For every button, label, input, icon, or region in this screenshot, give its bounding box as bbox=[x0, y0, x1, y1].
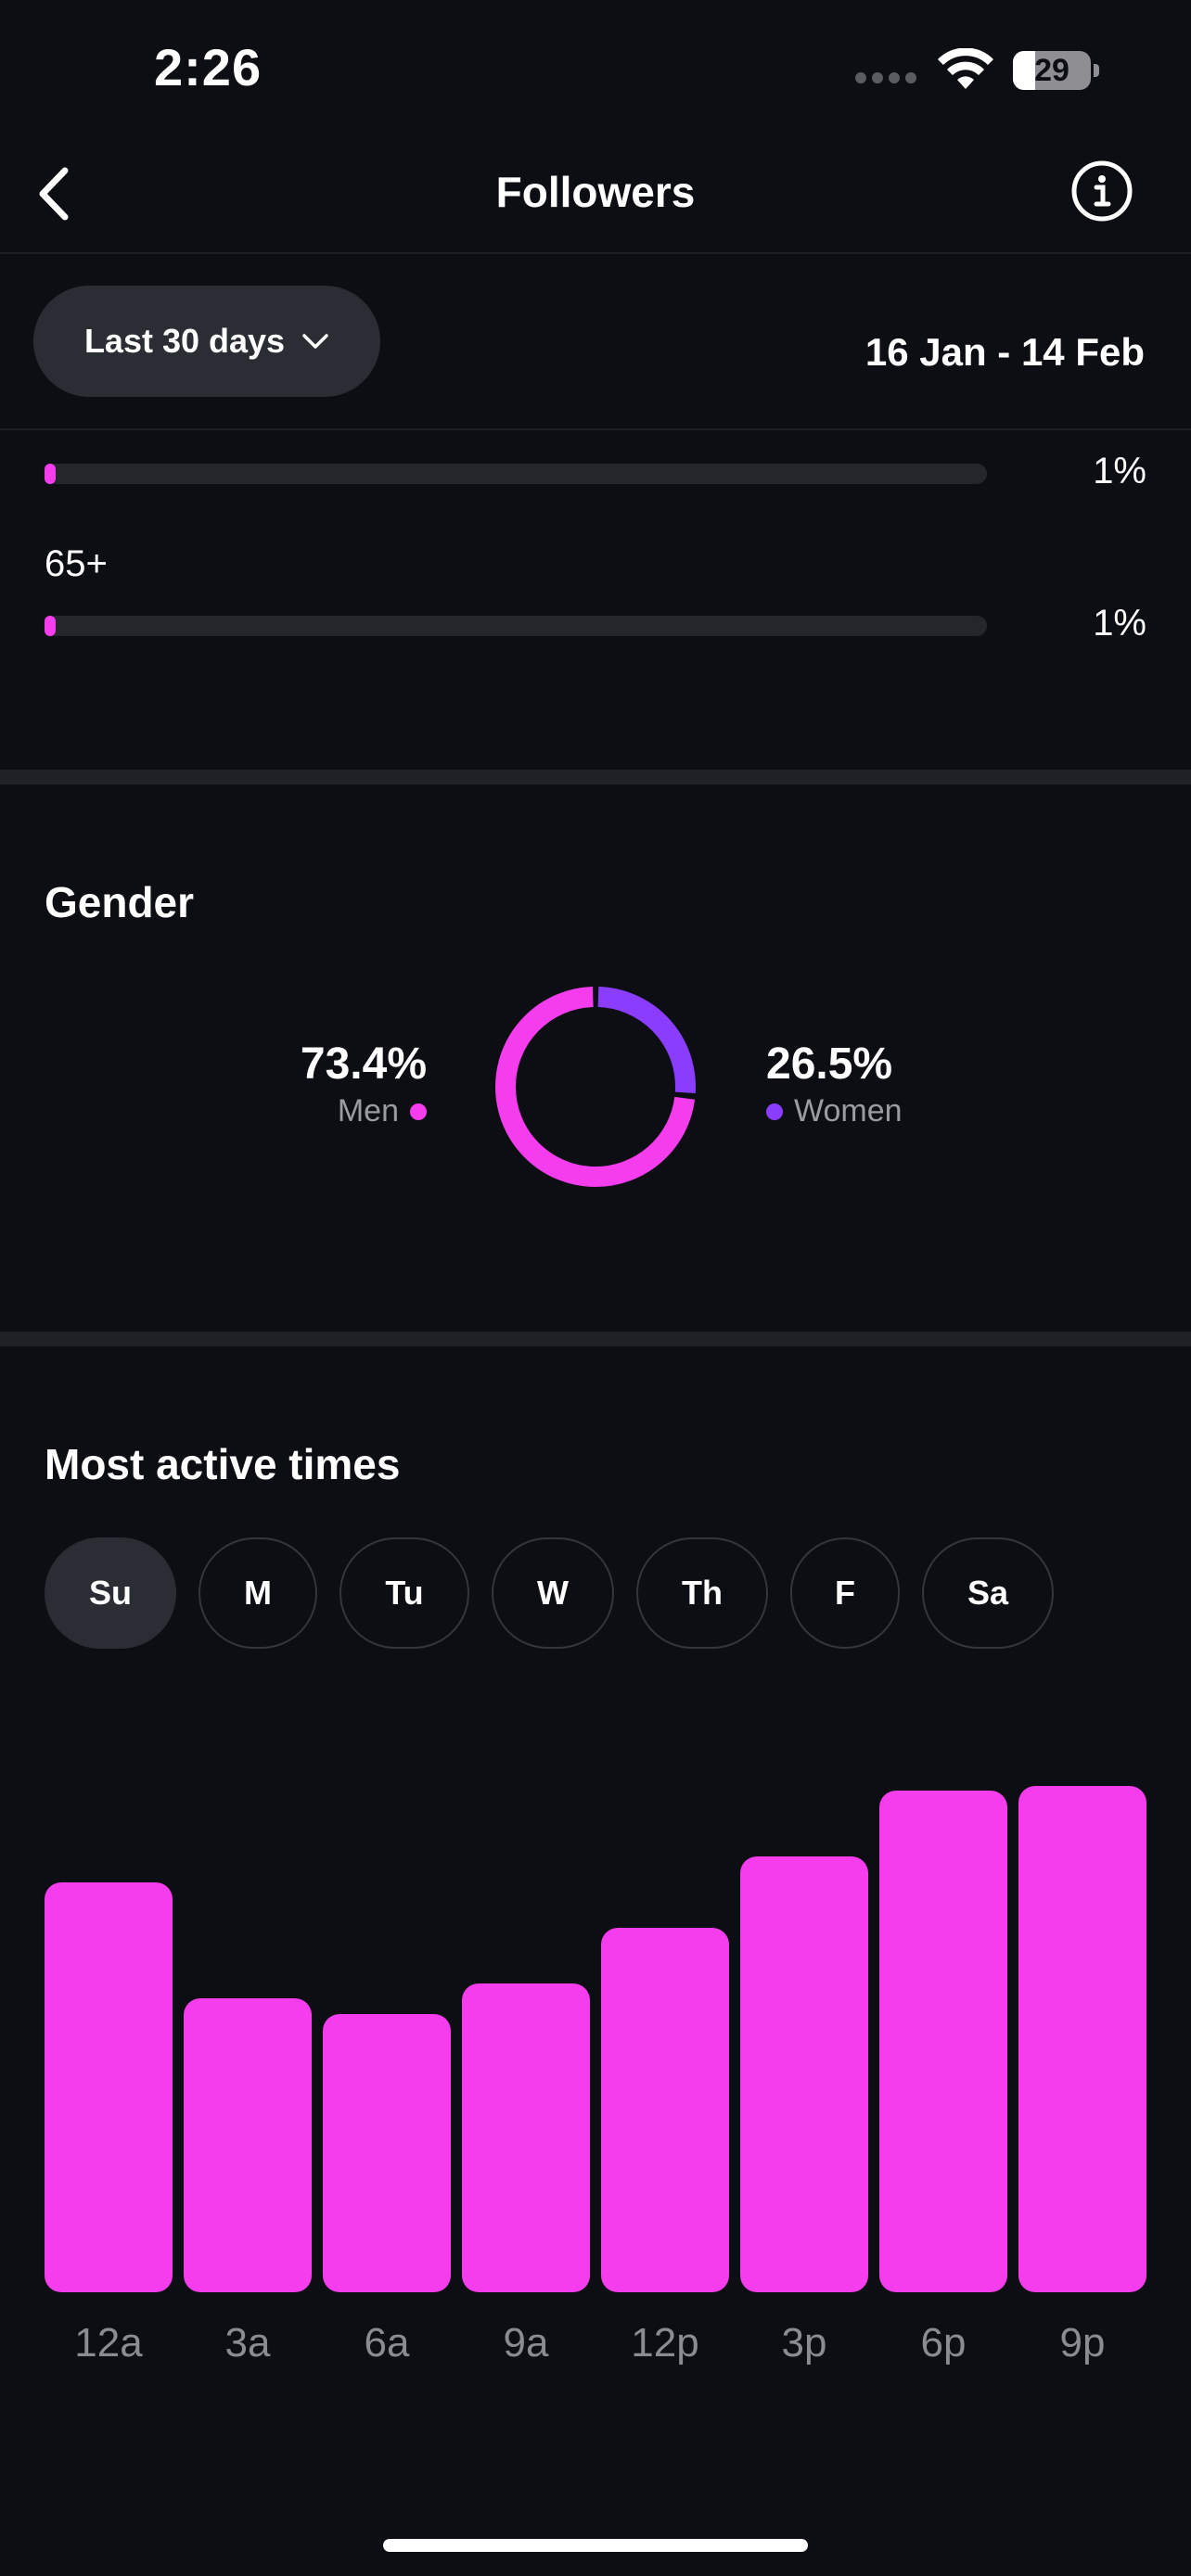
x-tick-label: 9a bbox=[503, 2320, 549, 2366]
age-range-section: 1% 65+ 1% bbox=[0, 432, 1191, 770]
date-range-dropdown[interactable]: Last 30 days bbox=[33, 286, 380, 397]
bar-12a[interactable] bbox=[45, 1881, 173, 2292]
women-donut-segment bbox=[495, 987, 696, 1187]
men-label: Men bbox=[337, 1093, 399, 1129]
age-row: 1% bbox=[45, 451, 1146, 519]
x-tick-label: 6a bbox=[364, 2320, 410, 2366]
day-tab[interactable]: Th bbox=[636, 1537, 768, 1649]
x-tick-label: 12p bbox=[631, 2320, 699, 2366]
home-indicator bbox=[383, 2539, 808, 2552]
gender-title: Gender bbox=[45, 878, 195, 926]
age-label: 65+ bbox=[45, 543, 108, 584]
men-legend-dot bbox=[410, 1103, 427, 1120]
bar-6a[interactable] bbox=[323, 2013, 451, 2292]
day-tab[interactable]: Sa bbox=[922, 1537, 1054, 1649]
chevron-down-icon bbox=[302, 334, 328, 349]
gender-section: Gender 73.4% Men 26.5% Women bbox=[0, 786, 1191, 1332]
section-divider bbox=[0, 1332, 1191, 1346]
chevron-left-icon[interactable] bbox=[26, 161, 82, 226]
age-bar-track bbox=[45, 616, 987, 636]
bar-9a[interactable] bbox=[462, 1983, 590, 2292]
battery-icon: 29 bbox=[1013, 51, 1099, 90]
status-time: 2:26 bbox=[154, 38, 263, 96]
age-bar-fill bbox=[45, 616, 56, 636]
bar-6p[interactable] bbox=[879, 1791, 1007, 2292]
bar-9p[interactable] bbox=[1018, 1786, 1146, 2292]
gender-men: 73.4% Men bbox=[301, 1039, 427, 1129]
page-title: Followers bbox=[495, 168, 696, 216]
age-row: 65+ 1% bbox=[45, 543, 1146, 655]
day-tab[interactable]: Tu bbox=[339, 1537, 469, 1649]
day-tabs: Su M Tu W Th F Sa bbox=[45, 1537, 1054, 1649]
women-legend-dot bbox=[766, 1103, 783, 1120]
section-divider bbox=[0, 770, 1191, 784]
signal-dots-icon bbox=[855, 72, 916, 83]
gender-donut-chart bbox=[495, 987, 696, 1187]
age-bar-fill bbox=[45, 464, 56, 484]
status-bar: 2:26 29 bbox=[0, 0, 1191, 139]
x-tick-label: 12a bbox=[74, 2320, 143, 2366]
filter-row: Last 30 days 16 Jan - 14 Feb bbox=[0, 256, 1191, 430]
info-icon[interactable] bbox=[1069, 158, 1135, 224]
bar-12p[interactable] bbox=[601, 1927, 729, 2292]
x-tick-label: 9p bbox=[1059, 2320, 1106, 2366]
women-label: Women bbox=[794, 1093, 903, 1129]
most-active-times-title: Most active times bbox=[45, 1440, 401, 1488]
women-percentage: 26.5% bbox=[766, 1039, 893, 1089]
x-tick-label: 3p bbox=[781, 2320, 827, 2366]
bar-3p[interactable] bbox=[740, 1856, 868, 2292]
battery-level: 29 bbox=[1034, 53, 1069, 88]
men-percentage: 73.4% bbox=[300, 1039, 427, 1089]
x-tick-label: 3a bbox=[224, 2320, 271, 2366]
x-tick-label: 6p bbox=[920, 2320, 967, 2366]
nav-bar: Followers bbox=[0, 139, 1191, 254]
active-times-bar-chart: 12a 3a 6a 9a 12p 3p 6p 9p bbox=[0, 1348, 1191, 2576]
date-range-text: 16 Jan - 14 Feb bbox=[864, 330, 1145, 374]
date-range-dropdown-label: Last 30 days bbox=[83, 322, 286, 360]
wifi-icon bbox=[938, 48, 993, 89]
age-bar-track bbox=[45, 464, 987, 484]
bar-3a[interactable] bbox=[184, 1998, 312, 2292]
day-tab[interactable]: F bbox=[790, 1537, 900, 1649]
age-value: 1% bbox=[1093, 603, 1146, 644]
men-donut-segment bbox=[495, 987, 696, 1187]
day-tab[interactable]: W bbox=[492, 1537, 614, 1649]
age-value: 1% bbox=[1093, 451, 1146, 491]
day-tab[interactable]: M bbox=[198, 1537, 317, 1649]
gender-women: 26.5% Women bbox=[766, 1039, 903, 1129]
day-tab[interactable]: Su bbox=[45, 1537, 176, 1649]
most-active-times-section: Most active times Su M Tu W Th F Sa 12a 3… bbox=[0, 1348, 1191, 2576]
